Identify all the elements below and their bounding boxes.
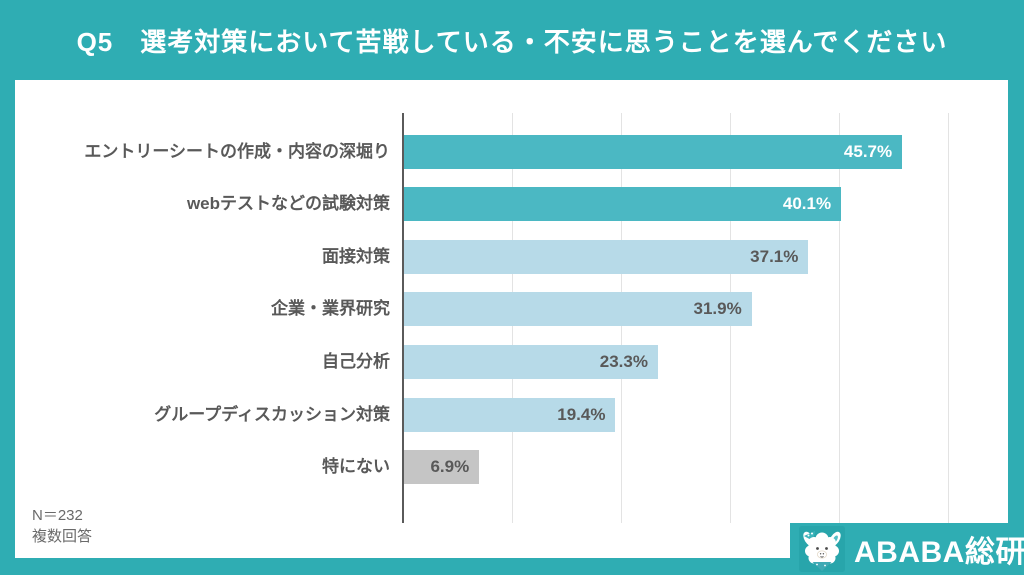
- category-label: 自己分析: [322, 351, 390, 371]
- sample-note: N＝232 複数回答: [32, 505, 92, 549]
- brand-name: ABABA総研: [854, 536, 1024, 569]
- category-label: webテストなどの試験対策: [186, 194, 390, 214]
- question-header: Q5 選考対策において苦戦している・不安に思うことを選んでください: [0, 0, 1024, 80]
- bar: 37.1%: [404, 239, 809, 274]
- bar-value-label: 23.3%: [599, 351, 648, 371]
- gridline: [948, 113, 949, 523]
- chart-panel: エントリーシートの作成・内容の深堀り 45.7% webテストなどの試験対策 40.1…: [15, 80, 1008, 558]
- bar: 31.9%: [404, 292, 752, 327]
- bar: 23.3%: [404, 344, 658, 379]
- bar: 45.7%: [404, 134, 903, 169]
- y-axis-line: [402, 113, 404, 523]
- bar-value-label: 19.4%: [557, 404, 606, 424]
- bar: 40.1%: [404, 187, 842, 222]
- bar-value-label: 6.9%: [430, 457, 470, 477]
- brand-logo: ABABA総研: [790, 523, 1024, 575]
- sample-size: N＝232: [32, 506, 83, 524]
- gridline: [839, 113, 840, 523]
- page-title: Q5 選考対策において苦戦している・不安に思うことを選んでください: [76, 26, 948, 57]
- bar: 19.4%: [404, 397, 616, 432]
- category-label: 面接対策: [322, 246, 390, 266]
- bar-value-label: 37.1%: [750, 246, 799, 266]
- bar-chart: エントリーシートの作成・内容の深堀り 45.7% webテストなどの試験対策 40.1…: [15, 80, 1008, 558]
- bar-value-label: 31.9%: [693, 299, 742, 319]
- bar-value-label: 40.1%: [782, 194, 832, 214]
- category-label: エントリーシートの作成・内容の深堀り: [84, 141, 390, 161]
- bar-value-label: 45.7%: [843, 141, 893, 161]
- category-label: 企業・業界研究: [271, 299, 390, 319]
- alpaca-mascot-icon: [799, 526, 845, 572]
- multiple-answers-note: 複数回答: [32, 528, 93, 546]
- category-label: 特にない: [322, 457, 390, 477]
- category-label: グループディスカッション対策: [154, 404, 390, 424]
- bar: 6.9%: [404, 450, 480, 485]
